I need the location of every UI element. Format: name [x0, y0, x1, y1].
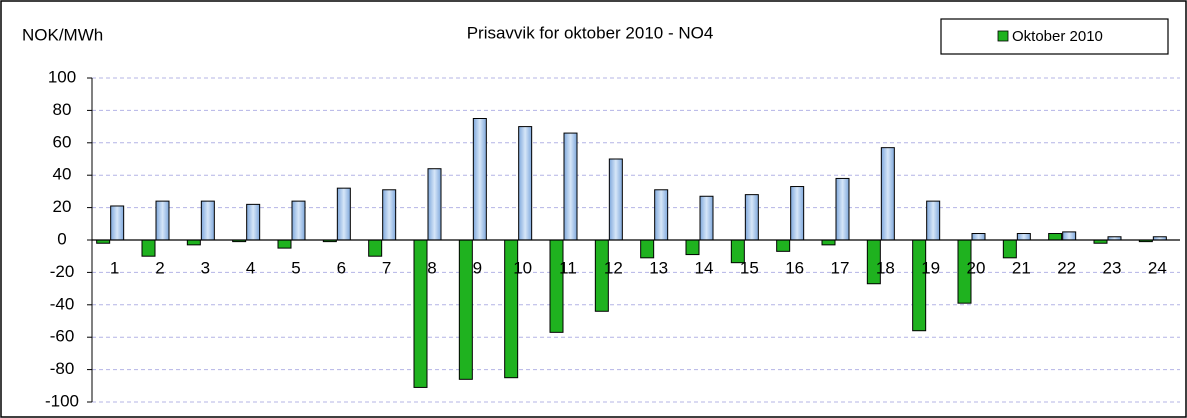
- bar: [368, 239, 383, 257]
- bar: [141, 239, 156, 257]
- bar: [563, 132, 578, 241]
- bar: [1062, 231, 1077, 241]
- bar: [549, 239, 564, 333]
- x-tick-label: 8: [427, 258, 436, 277]
- y-tick-label: 20: [53, 197, 72, 216]
- y-tick-label: 80: [53, 100, 72, 119]
- x-tick-label: 22: [1057, 258, 1076, 277]
- x-tick-label: 14: [695, 258, 714, 277]
- bar: [1048, 233, 1063, 241]
- bar: [1016, 233, 1031, 241]
- y-tick-label: -80: [50, 359, 75, 378]
- x-tick-label: 15: [740, 258, 759, 277]
- bar: [336, 187, 351, 241]
- x-tick-label: 5: [291, 258, 300, 277]
- x-tick-label: 23: [1103, 258, 1122, 277]
- x-tick-label: 21: [1012, 258, 1031, 277]
- x-tick-label: 12: [604, 258, 623, 277]
- x-tick-label: 17: [831, 258, 850, 277]
- x-tick-label: 10: [513, 258, 532, 277]
- bar: [246, 203, 261, 241]
- bar: [790, 186, 805, 241]
- bar: [472, 118, 487, 241]
- bar: [458, 239, 473, 380]
- bar: [912, 239, 927, 332]
- bar: [277, 239, 292, 249]
- bar: [744, 194, 759, 241]
- bar: [821, 239, 836, 246]
- x-tick-label: 24: [1148, 258, 1167, 277]
- bar: [608, 158, 623, 241]
- bar: [640, 239, 655, 259]
- x-tick-label: 6: [337, 258, 346, 277]
- bar: [1002, 239, 1017, 259]
- bar: [200, 200, 215, 241]
- bar: [413, 239, 428, 388]
- y-tick-label: -40: [50, 294, 75, 313]
- y-tick-label: 0: [57, 229, 66, 248]
- bar: [186, 239, 201, 246]
- bar: [685, 239, 700, 256]
- y-tick-label: 40: [53, 165, 72, 184]
- legend-swatch: [997, 30, 1009, 42]
- x-tick-label: 11: [559, 258, 577, 277]
- bar: [110, 205, 125, 241]
- y-tick-label: 60: [53, 132, 72, 151]
- bar: [699, 195, 714, 241]
- bar: [926, 200, 941, 241]
- bar: [291, 200, 306, 241]
- x-tick-label: 2: [155, 258, 164, 277]
- x-tick-label: 9: [473, 258, 482, 277]
- bar: [971, 233, 986, 241]
- bar: [880, 147, 895, 241]
- legend-label: Oktober 2010: [1012, 28, 1103, 45]
- bar: [654, 189, 669, 241]
- y-tick-label: -20: [50, 262, 75, 281]
- y-tick-label: -60: [50, 327, 75, 346]
- bar: [427, 168, 442, 241]
- x-tick-label: 18: [876, 258, 895, 277]
- x-tick-label: 7: [382, 258, 391, 277]
- bar: [518, 126, 533, 241]
- y-tick-label: -100: [45, 391, 79, 410]
- bar: [835, 177, 850, 241]
- y-tick-label: 100: [48, 67, 76, 86]
- x-tick-label: 16: [785, 258, 804, 277]
- x-tick-label: 1: [110, 258, 119, 277]
- bar: [382, 189, 397, 241]
- bar: [155, 200, 170, 241]
- x-tick-label: 19: [921, 258, 940, 277]
- legend-box: [940, 18, 1169, 55]
- chart-title: Prisavvik for oktober 2010 - NO4: [467, 23, 714, 42]
- x-tick-label: 20: [967, 258, 986, 277]
- x-tick-label: 4: [246, 258, 255, 277]
- x-tick-label: 13: [649, 258, 668, 277]
- x-tick-label: 3: [201, 258, 210, 277]
- y-axis-label: NOK/MWh: [22, 25, 103, 44]
- legend: Oktober 2010: [940, 18, 1169, 55]
- bar: [776, 239, 791, 252]
